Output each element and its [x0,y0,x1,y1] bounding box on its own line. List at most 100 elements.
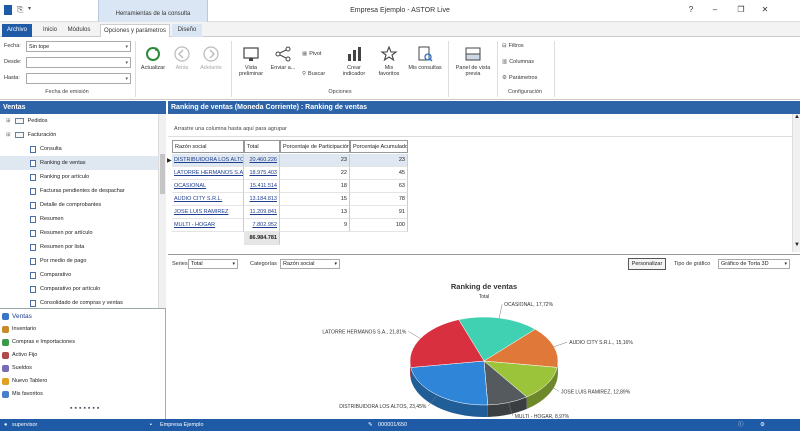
table-cell[interactable]: LATORRE HERMANOS S.A. [172,167,244,180]
buscar-label: Buscar [308,71,326,77]
tree-item[interactable]: Resumen por lista [0,240,158,254]
nav-item[interactable]: Compras e Importaciones [2,336,75,349]
tab-modulos[interactable]: Módulos [67,27,91,33]
nav-item[interactable]: Ventas [2,310,32,323]
tree-item[interactable]: Ranking de ventas [0,156,158,170]
module-icon [2,391,9,398]
pie-slice-side [487,396,527,417]
buscar-button[interactable]: ⚲ Buscar [302,71,325,77]
parametros-button[interactable]: ⚙ Parámetros [502,75,537,81]
chevron-down-icon: ▾ [334,261,337,267]
adelante-button[interactable]: Adelante [198,45,224,71]
opciones-group-label: Opciones [328,89,352,95]
pivot-button[interactable]: ▦ Pivot [302,51,321,57]
tree-item-label: Consolidado de compras y ventas [40,300,123,306]
table-cell[interactable]: 13.184.813 [244,193,280,206]
status-user: supervisor [12,422,38,428]
tab-opciones-y-parametros[interactable]: Opciones y parámetros [100,24,170,37]
table-cell[interactable]: 18.975.403 [244,167,280,180]
actualizar-button[interactable]: Actualizar [138,45,168,71]
mis-consultas-button[interactable]: Mis consultas [408,45,442,71]
desde-field[interactable]: ▾ [26,57,131,68]
chart-title: Ranking de ventas [451,282,517,291]
grid-scrollbar[interactable]: ▲ ▼ [792,114,800,252]
nav-item[interactable]: Inventario [2,323,36,336]
vista-preliminar-button[interactable]: Vista preliminar [234,45,268,77]
tree-item[interactable]: Consolidado de compras y ventas [0,296,158,310]
chevron-down-icon: ▾ [784,261,787,267]
folder-icon [14,132,24,138]
pie-slice[interactable] [483,360,558,398]
column-header[interactable]: Porcentaje Acumulado [350,140,408,153]
crear-indicador-button[interactable]: Crear indicador [338,45,370,77]
nav-item[interactable]: Activo Fijo [2,349,37,362]
nav-item[interactable]: Sueldos [2,362,32,375]
nav-item[interactable]: Mis favoritos [2,388,43,401]
column-header[interactable]: Porcentaje de Participación [280,140,350,153]
tree-item[interactable]: Facturas pendientes de despachar [0,184,158,198]
categorias-select[interactable]: Razón social ▾ [280,259,340,269]
quick-access-icon[interactable]: ⎘ [17,5,24,14]
maximize-button[interactable]: ❐ [737,5,745,14]
tree-item[interactable]: Comparativo [0,268,158,282]
expand-icon[interactable]: ⊞ [6,118,11,124]
columnas-label: Columnas [509,59,534,65]
column-header[interactable]: Razón social [172,140,244,153]
nav-item[interactable]: Nuevo Tablero [2,375,47,388]
tree-item[interactable]: ⊞ Pedidos [0,114,158,128]
tree-item[interactable]: ⊞ Facturación [0,128,158,142]
columnas-button[interactable]: ▥ Columnas [502,59,534,65]
scrollbar-thumb[interactable] [160,154,165,194]
table-cell: 63 [350,180,408,193]
fecha-select[interactable]: Sin tope ▾ [26,41,131,52]
settings-icon[interactable]: ⚙ [760,422,765,428]
table-cell[interactable]: DISTRIBUIDORA LOS ALTOS [172,154,244,167]
tab-archivo[interactable]: Archivo [2,24,32,37]
close-button[interactable]: ✕ [761,5,769,14]
mis-favoritos-button[interactable]: Mis favoritos [374,45,404,77]
tree-item[interactable]: Ranking por artículo [0,170,158,184]
tree-item[interactable]: Consulta [0,142,158,156]
enviar-button[interactable]: Enviar a... [270,45,296,71]
panel-vista-previa-button[interactable]: Panel de vista previa [452,45,494,77]
scroll-up-icon[interactable]: ▲ [794,114,800,120]
quick-access-dropdown-icon[interactable]: ▾ [28,6,32,12]
tipo-grafico-select[interactable]: Gráfico de Torta 3D ▾ [718,259,790,269]
table-cell[interactable]: 7.802.952 [244,219,280,232]
tree-item[interactable]: Detalle de comprobantes [0,198,158,212]
current-row-indicator: ▶ [167,158,172,164]
scroll-down-icon[interactable]: ▼ [794,242,800,248]
pie-slice[interactable] [409,319,485,368]
minimize-button[interactable]: – [712,5,718,14]
parametros-label: Parámetros [508,75,538,81]
atras-button[interactable]: Atrás [170,45,194,71]
series-select[interactable]: Total ▾ [188,259,238,269]
nav-mini-icons[interactable]: ▪▪▪▪▪▪▪ [70,405,102,412]
table-cell[interactable]: JOSE LUIS RAMIREZ [172,206,244,219]
column-header[interactable]: Total [244,140,280,153]
date-group-label: Fecha de emisión [45,89,89,95]
table-cell[interactable]: OCASIONAL [172,180,244,193]
tree-item[interactable]: Comparativo por artículo [0,282,158,296]
tree-item[interactable]: Resumen por artículo [0,226,158,240]
crear-indicador-label: Crear indicador [342,65,366,77]
hasta-field[interactable]: ▾ [26,73,131,84]
table-cell[interactable]: MULTI - HOGAR [172,219,244,232]
status-company: Empresa Ejemplo [160,422,204,428]
table-cell[interactable]: 20.460.226 [244,154,280,167]
tab-inicio[interactable]: Inicio [42,27,57,33]
tab-diseno[interactable]: Diseño [172,24,202,37]
pie-slice[interactable] [410,360,489,406]
table-cell: 45 [350,167,408,180]
personalizar-button[interactable]: Personalizar [628,258,666,270]
table-cell[interactable]: 11.209.841 [244,206,280,219]
table-cell: 100 [350,219,408,232]
tree-item[interactable]: Resumen [0,212,158,226]
tree-scrollbar[interactable] [158,114,166,308]
help-button[interactable]: ? [688,5,694,14]
tree-item[interactable]: Por medio de pago [0,254,158,268]
table-cell[interactable]: 15.411.514 [244,180,280,193]
expand-icon[interactable]: ⊞ [6,132,11,138]
table-cell[interactable]: AUDIO CITY S.R.L. [172,193,244,206]
filtros-button[interactable]: ⊟ Filtros [502,43,524,49]
